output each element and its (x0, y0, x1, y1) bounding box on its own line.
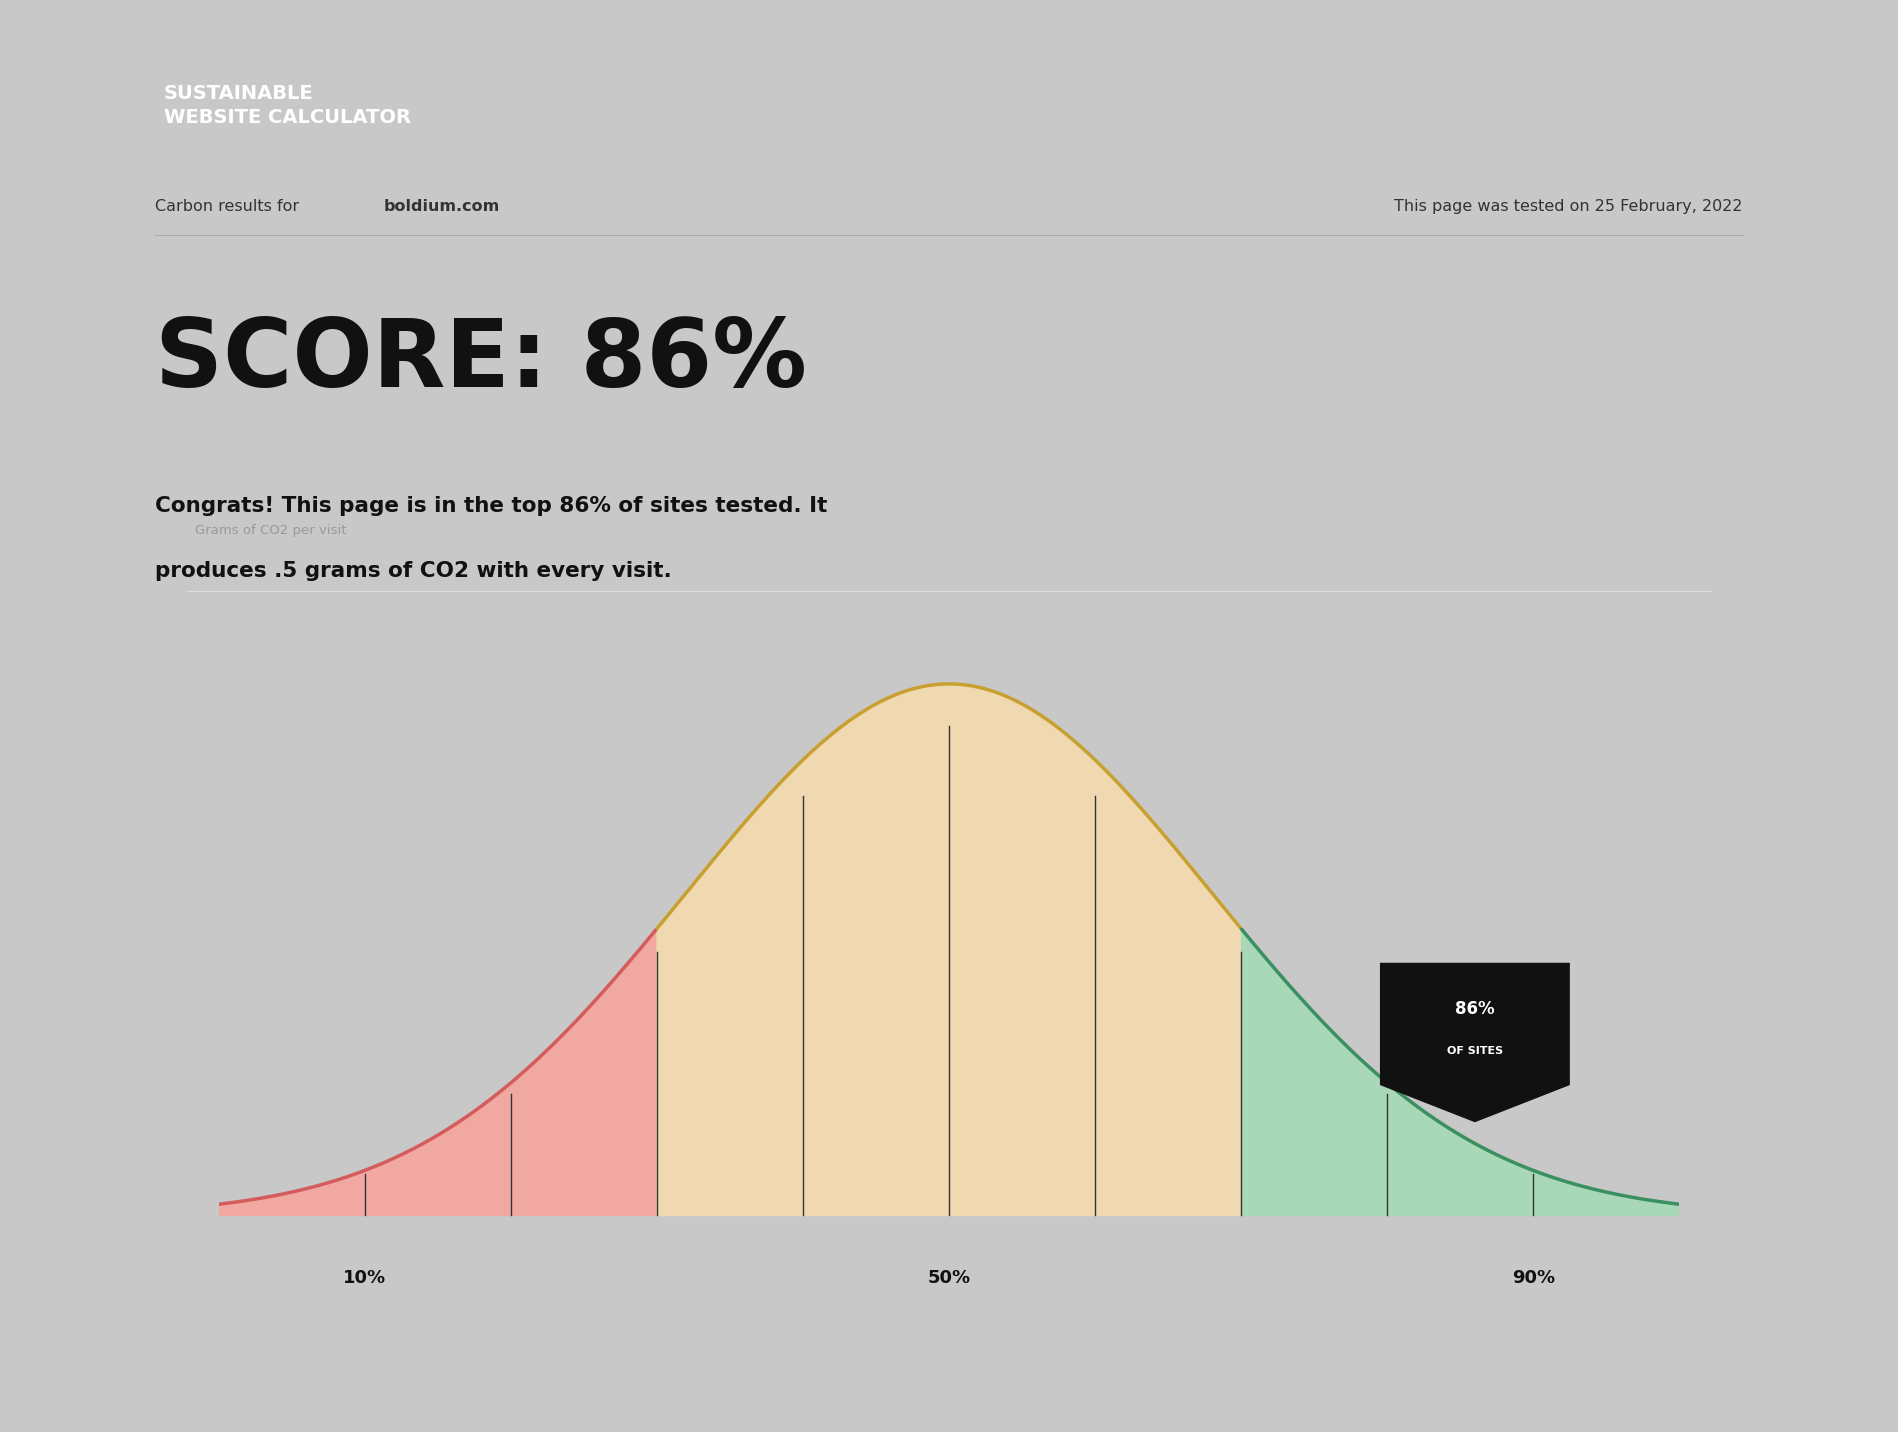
Text: OF SITES: OF SITES (1446, 1045, 1503, 1055)
Text: Carbon results for: Carbon results for (156, 199, 304, 213)
Polygon shape (218, 929, 657, 1216)
Text: Congrats! This page is in the top 86% of sites tested. It: Congrats! This page is in the top 86% of… (156, 495, 828, 516)
Text: boldium.com: boldium.com (383, 199, 499, 213)
Text: 86%: 86% (1456, 1000, 1496, 1018)
Text: This page was tested on 25 February, 2022: This page was tested on 25 February, 202… (1395, 199, 1742, 213)
Text: 10%: 10% (344, 1269, 385, 1286)
Polygon shape (1241, 929, 1680, 1216)
Text: produces .5 grams of CO2 with every visit.: produces .5 grams of CO2 with every visi… (156, 560, 672, 580)
Polygon shape (1380, 962, 1570, 1123)
Text: SCORE: 86%: SCORE: 86% (156, 315, 807, 407)
Text: Grams of CO2 per visit: Grams of CO2 per visit (195, 524, 345, 537)
Text: SUSTAINABLE
WEBSITE CALCULATOR: SUSTAINABLE WEBSITE CALCULATOR (163, 84, 412, 127)
Text: 90%: 90% (1513, 1269, 1554, 1286)
Polygon shape (657, 684, 1241, 1216)
Text: 50%: 50% (928, 1269, 970, 1286)
